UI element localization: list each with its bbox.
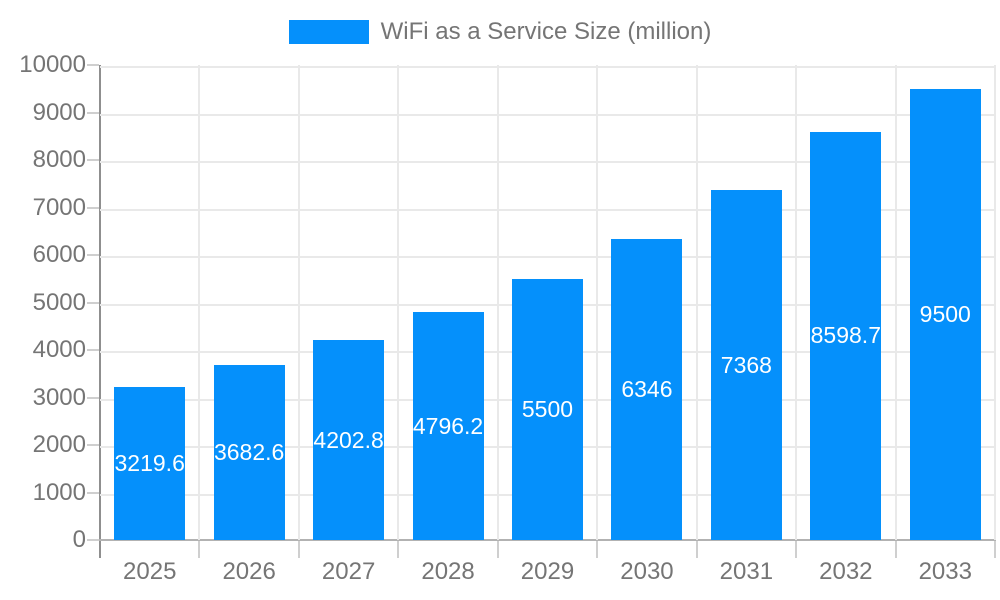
x-axis-label: 2028: [421, 558, 475, 585]
y-axis-label: 1000: [32, 478, 86, 506]
legend-label: WiFi as a Service Size (million): [380, 18, 712, 45]
x-axis-label: 2029: [520, 558, 575, 585]
x-tick-mark: [795, 541, 798, 558]
legend-swatch-icon: [288, 20, 369, 44]
h-gridline: [100, 66, 995, 68]
x-axis-label: 2031: [719, 558, 774, 585]
bar-value-label: 4796.2: [412, 412, 484, 439]
y-tick-mark: [87, 444, 99, 446]
x-tick-mark: [994, 541, 996, 558]
y-tick-mark: [87, 491, 99, 494]
x-axis-label: 2027: [321, 558, 376, 585]
y-axis-label: 5000: [32, 288, 86, 316]
bar-value-label: 9500: [919, 300, 971, 327]
x-axis-label: 2025: [123, 558, 177, 585]
bar-value-label: 5500: [521, 395, 574, 422]
v-gridline: [198, 65, 201, 540]
y-axis-labels: 0 1000 2000 3000 4000 5000 6000 7000 8000 9000 100…: [0, 51, 90, 553]
y-axis-label: 10000: [19, 51, 86, 78]
v-gridline: [894, 65, 897, 540]
x-tick-mark: [894, 541, 897, 558]
y-axis-line: [99, 65, 101, 558]
y-axis-label: 9000: [32, 98, 86, 126]
y-axis-label: 0: [72, 526, 86, 553]
v-gridline: [795, 65, 798, 540]
bar-value-label: 8598.7: [810, 322, 881, 349]
x-tick-mark: [198, 541, 201, 558]
y-tick-mark: [87, 64, 99, 66]
bar-2029[interactable]: 5500: [511, 278, 584, 540]
y-tick-mark: [87, 301, 99, 304]
y-tick-mark: [87, 159, 99, 161]
y-axis-label: 6000: [32, 241, 86, 268]
h-gridline: [100, 208, 995, 211]
bar-2033[interactable]: 9500: [909, 88, 981, 540]
legend[interactable]: WiFi as a Service Size (million): [0, 18, 1000, 46]
y-tick-mark: [87, 254, 99, 256]
h-gridline: [100, 161, 995, 163]
bar-value-label: 7368: [720, 351, 772, 378]
x-tick-mark: [496, 541, 499, 558]
x-axis-line: [99, 539, 996, 541]
plot-area: 3219.6 3682.6 4202.8 4796.2 5500 6346 7368 8598…: [100, 65, 996, 540]
x-tick-mark: [297, 541, 300, 558]
x-axis-label: 2032: [819, 558, 873, 585]
h-gridline: [100, 113, 995, 116]
v-gridline: [695, 65, 698, 540]
y-tick-mark: [87, 206, 99, 209]
x-axis-label: 2030: [620, 558, 674, 585]
bar-2026[interactable]: 3682.6: [213, 365, 285, 540]
v-gridline: [496, 65, 499, 540]
x-axis-ticks: [100, 541, 996, 558]
v-gridline: [297, 65, 300, 540]
x-tick-mark: [397, 541, 400, 558]
bar-2030[interactable]: 6346: [611, 238, 683, 540]
bar-value-label: 3219.6: [114, 450, 185, 477]
bar-2028[interactable]: 4796.2: [412, 312, 484, 540]
h-gridline: [100, 256, 995, 258]
y-axis-label: 3000: [32, 383, 86, 411]
y-tick-mark: [87, 349, 99, 351]
y-axis-ticks: [87, 64, 99, 541]
bar-2027[interactable]: 4202.8: [313, 340, 385, 540]
y-axis-label: 2000: [32, 431, 86, 458]
y-axis-label: 8000: [32, 146, 86, 173]
x-axis-label: 2033: [918, 558, 972, 585]
bar-2031[interactable]: 7368: [710, 190, 782, 540]
y-tick-mark: [87, 539, 99, 541]
v-gridline: [397, 65, 400, 540]
bar-2025[interactable]: 3219.6: [114, 387, 186, 540]
y-axis-label: 7000: [32, 193, 86, 221]
x-tick-mark: [596, 541, 599, 558]
bar-value-label: 6346: [621, 375, 673, 402]
bar-value-label: 3682.6: [213, 439, 285, 466]
x-axis-label: 2026: [222, 558, 276, 585]
v-gridline: [994, 65, 996, 540]
x-axis-labels: 2025 2026 2027 2028 2029 2030 2031 2032 2033: [100, 558, 995, 588]
v-gridline: [596, 65, 599, 540]
y-tick-mark: [87, 111, 99, 114]
bar-2032[interactable]: 8598.7: [810, 131, 882, 540]
x-tick-mark: [695, 541, 698, 558]
y-tick-mark: [87, 396, 99, 399]
bar-value-label: 4202.8: [313, 426, 384, 453]
y-axis-label: 4000: [32, 336, 86, 363]
